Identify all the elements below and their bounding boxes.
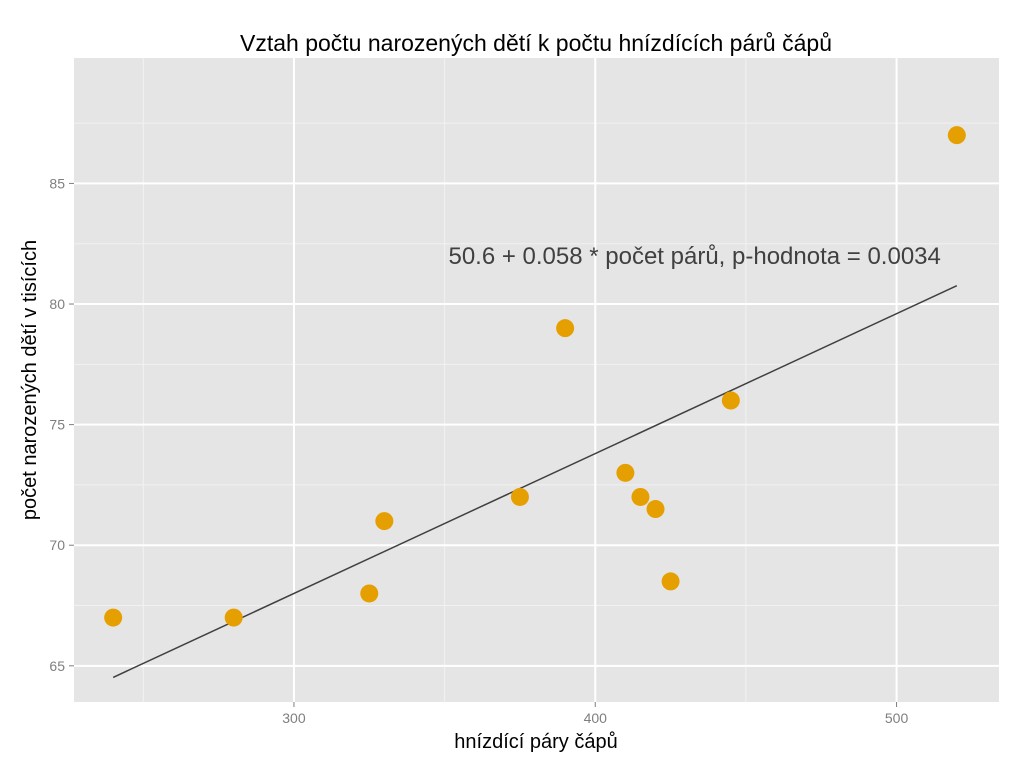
x-tick-label: 400 (584, 710, 608, 726)
data-point (510, 487, 529, 506)
x-tick-label: 300 (282, 710, 306, 726)
data-points (104, 126, 966, 627)
tick-labels: 300 400 500 65 70 75 80 85 (49, 175, 908, 726)
data-point (631, 487, 650, 506)
trendline-group (112, 285, 958, 679)
y-tick-label: 70 (49, 537, 65, 553)
axis-ticks (69, 182, 898, 707)
regression-line (112, 285, 958, 679)
y-tick-label: 65 (49, 658, 65, 674)
data-point (375, 512, 394, 531)
data-point (616, 463, 635, 482)
y-tick-label: 85 (49, 175, 65, 191)
y-tick-label: 80 (49, 296, 65, 312)
data-point (721, 391, 740, 410)
x-axis-label: hnízdící páry čápů (454, 731, 617, 753)
data-point (661, 572, 680, 591)
major-gridlines (74, 58, 999, 702)
data-point (646, 500, 665, 519)
y-axis-label: počet narozených dětí v tisících (19, 240, 41, 520)
data-point (224, 608, 243, 627)
regression-annotation: 50.6 + 0.058 * počet párů, p-hodnota = 0… (448, 243, 940, 270)
chart-title: Vztah počtu narozených dětí k počtu hníz… (240, 30, 832, 56)
minor-gridlines (74, 58, 999, 702)
data-point (556, 319, 575, 338)
data-point (360, 584, 379, 603)
y-tick-label: 75 (49, 417, 65, 433)
data-point (947, 126, 966, 145)
plot-panel (74, 58, 999, 702)
x-tick-label: 500 (885, 710, 909, 726)
data-point (104, 608, 123, 627)
